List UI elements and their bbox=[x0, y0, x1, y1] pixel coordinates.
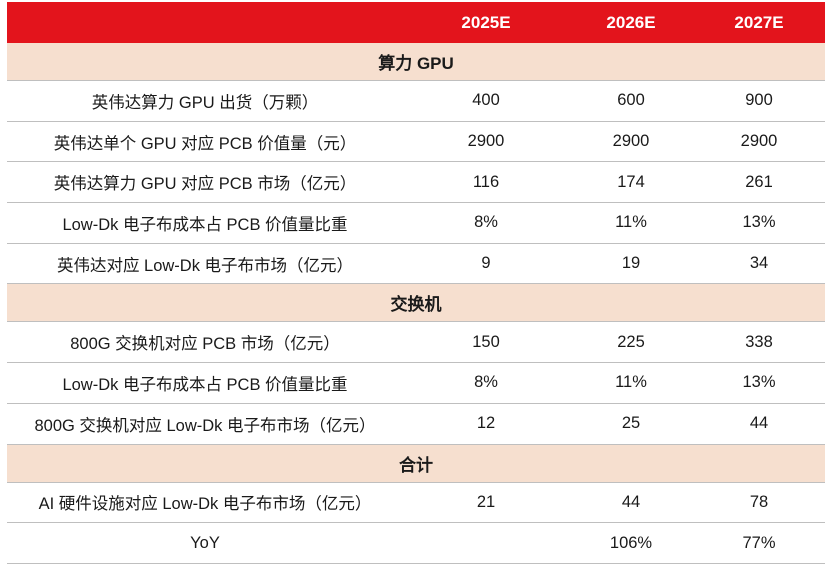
section-header-switch: 交换机 bbox=[7, 284, 825, 323]
table-row: Low-Dk 电子布成本占 PCB 价值量比重 8% 11% 13% bbox=[7, 203, 825, 244]
row-label: 英伟达算力 GPU 对应 PCB 市场（亿元） bbox=[53, 175, 357, 194]
table-row: 800G 交换机对应 PCB 市场（亿元） 150 225 338 bbox=[7, 322, 825, 364]
row-label: AI 硬件设施对应 Low-Dk 电子布市场（亿元） bbox=[38, 495, 372, 514]
value-2026: 174 bbox=[617, 172, 645, 191]
section-header-gpu: 算力 GPU bbox=[7, 43, 825, 81]
value-2025: 400 bbox=[472, 91, 500, 110]
value-2026: 44 bbox=[621, 492, 641, 511]
table-row: Low-Dk 电子布成本占 PCB 价值量比重 8% 11% 13% bbox=[7, 363, 825, 404]
value-2025: 12 bbox=[476, 414, 496, 433]
value-2026: 106% bbox=[609, 533, 653, 552]
row-label: Low-Dk 电子布成本占 PCB 价值量比重 bbox=[62, 215, 348, 234]
row-label: 800G 交换机对应 PCB 市场（亿元） bbox=[70, 335, 340, 354]
value-2027: 34 bbox=[749, 254, 769, 273]
value-2026: 11% bbox=[615, 373, 647, 392]
table-row: 英伟达对应 Low-Dk 电子布市场（亿元） 9 19 34 bbox=[7, 244, 825, 285]
row-label: 800G 交换机对应 Low-Dk 电子布市场（亿元） bbox=[34, 416, 376, 435]
table-row: 英伟达算力 GPU 对应 PCB 市场（亿元） 116 174 261 bbox=[7, 162, 825, 204]
section-header-total: 合计 bbox=[7, 444, 825, 483]
row-label: 英伟达对应 Low-Dk 电子布市场（亿元） bbox=[56, 256, 354, 275]
value-2025: 150 bbox=[472, 332, 500, 351]
value-2026: 225 bbox=[617, 332, 645, 351]
value-2027: 44 bbox=[749, 414, 769, 433]
value-2026: 25 bbox=[621, 414, 641, 433]
table-row: 800G 交换机对应 Low-Dk 电子布市场（亿元） 12 25 44 bbox=[7, 404, 825, 445]
value-2026: 19 bbox=[621, 254, 641, 273]
value-2025: 21 bbox=[476, 492, 496, 511]
value-2025: 2900 bbox=[467, 132, 505, 151]
value-2025: 9 bbox=[481, 254, 491, 273]
header-year-2025: 2025E bbox=[461, 12, 511, 32]
table-row: YoY 106% 77% bbox=[7, 523, 825, 564]
row-label: Low-Dk 电子布成本占 PCB 价值量比重 bbox=[62, 375, 348, 394]
table-header-row: 2025E 2026E 2027E bbox=[7, 2, 825, 43]
value-2027: 900 bbox=[745, 91, 773, 110]
table-row: 英伟达单个 GPU 对应 PCB 价值量（元） 2900 2900 2900 bbox=[7, 122, 825, 163]
header-year-2027: 2027E bbox=[734, 12, 784, 32]
value-2026: 2900 bbox=[612, 132, 650, 151]
value-2025: 116 bbox=[472, 172, 500, 191]
value-2027: 261 bbox=[745, 172, 773, 191]
market-table: 2025E 2026E 2027E 算力 GPU 英伟达算力 GPU 出货（万颗… bbox=[7, 2, 825, 564]
value-2027: 78 bbox=[749, 492, 769, 511]
value-2027: 2900 bbox=[740, 132, 778, 151]
table-row: 英伟达算力 GPU 出货（万颗） 400 600 900 bbox=[7, 81, 825, 122]
table-row: AI 硬件设施对应 Low-Dk 电子布市场（亿元） 21 44 78 bbox=[7, 483, 825, 524]
value-2026: 600 bbox=[617, 91, 645, 110]
header-year-2026: 2026E bbox=[606, 12, 656, 32]
value-2027: 13% bbox=[742, 373, 776, 392]
value-2025: 8% bbox=[474, 213, 498, 232]
row-label: 英伟达算力 GPU 出货（万颗） bbox=[91, 93, 319, 112]
value-2027: 77% bbox=[742, 533, 776, 552]
value-2026: 11% bbox=[615, 213, 647, 232]
value-2025: 8% bbox=[474, 373, 498, 392]
value-2027: 13% bbox=[742, 213, 776, 232]
value-2027: 338 bbox=[745, 332, 773, 351]
row-label: YoY bbox=[190, 533, 220, 552]
row-label: 英伟达单个 GPU 对应 PCB 价值量（元） bbox=[53, 134, 357, 153]
